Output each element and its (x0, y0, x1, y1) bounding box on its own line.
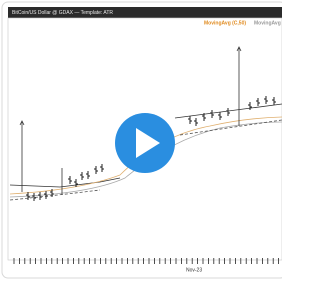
play-button[interactable] (115, 113, 175, 173)
axis-label: Nov-23 (186, 267, 202, 273)
video-thumbnail: BitCoin/US Dollar @ GDAX — Template: ATR… (0, 0, 282, 282)
legend-entry: MovingAvg (254, 20, 281, 26)
legend-entry: MovingAvg (C,50) (204, 20, 246, 26)
window-title: BitCoin/US Dollar @ GDAX — Template: ATR (12, 10, 113, 16)
